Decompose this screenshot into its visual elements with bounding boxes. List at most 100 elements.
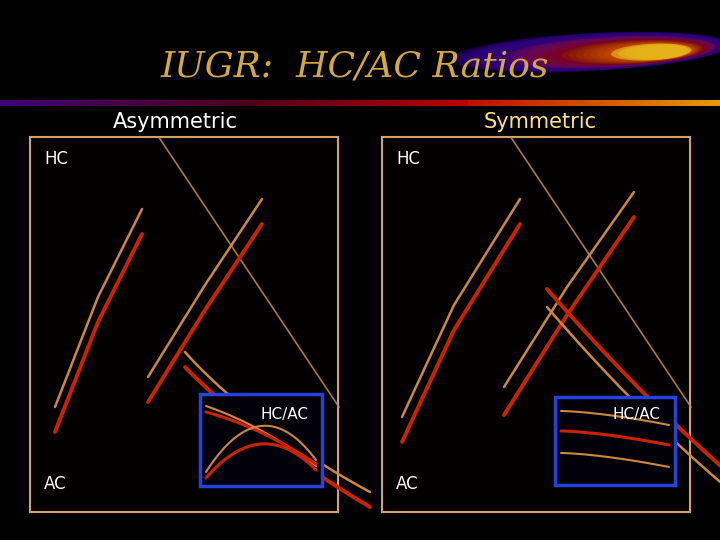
Bar xyxy=(430,100,432,106)
Bar xyxy=(132,100,134,106)
Bar xyxy=(382,137,690,512)
Bar xyxy=(568,100,570,106)
Bar xyxy=(648,100,650,106)
Text: HC: HC xyxy=(396,150,420,168)
Ellipse shape xyxy=(590,42,696,62)
Bar xyxy=(354,100,356,106)
Bar xyxy=(212,100,214,106)
Bar xyxy=(612,100,614,106)
Bar xyxy=(520,100,522,106)
Bar xyxy=(198,100,200,106)
Bar xyxy=(194,100,196,106)
Bar xyxy=(136,100,138,106)
Bar xyxy=(652,100,654,106)
Bar xyxy=(672,100,674,106)
Bar xyxy=(318,100,320,106)
Bar xyxy=(434,100,436,106)
Bar xyxy=(642,100,644,106)
Bar xyxy=(538,100,540,106)
Bar xyxy=(312,100,314,106)
Ellipse shape xyxy=(639,45,685,58)
Bar xyxy=(662,100,664,106)
Bar xyxy=(686,100,688,106)
Bar xyxy=(228,100,230,106)
Bar xyxy=(34,100,36,106)
Bar xyxy=(502,100,504,106)
Bar xyxy=(70,100,72,106)
Ellipse shape xyxy=(478,33,720,70)
Bar xyxy=(348,100,350,106)
Bar xyxy=(696,100,698,106)
Bar xyxy=(304,100,306,106)
Ellipse shape xyxy=(513,36,715,68)
Bar xyxy=(118,100,120,106)
Bar xyxy=(178,100,180,106)
Bar xyxy=(530,100,532,106)
Bar xyxy=(54,100,56,106)
Bar xyxy=(184,100,186,106)
Bar xyxy=(338,100,340,106)
Bar xyxy=(372,100,374,106)
Bar xyxy=(508,100,510,106)
Bar xyxy=(86,100,88,106)
Bar xyxy=(148,100,150,106)
Bar xyxy=(400,100,402,106)
Bar xyxy=(344,100,346,106)
Ellipse shape xyxy=(583,42,698,63)
Ellipse shape xyxy=(499,35,718,69)
Bar xyxy=(394,100,396,106)
Ellipse shape xyxy=(562,40,703,64)
Bar xyxy=(234,100,236,106)
Bar xyxy=(30,137,338,512)
Bar xyxy=(6,100,8,106)
Ellipse shape xyxy=(555,39,705,65)
Bar xyxy=(284,100,286,106)
Bar xyxy=(440,100,442,106)
Bar xyxy=(534,100,536,106)
Bar xyxy=(314,100,316,106)
Bar xyxy=(174,100,176,106)
Bar xyxy=(200,394,322,486)
Bar xyxy=(120,100,122,106)
Bar xyxy=(540,100,542,106)
Bar xyxy=(42,100,44,106)
Ellipse shape xyxy=(653,46,682,58)
Bar xyxy=(678,100,680,106)
Bar xyxy=(590,100,592,106)
Bar xyxy=(460,100,462,106)
Bar xyxy=(650,100,652,106)
Bar xyxy=(670,100,672,106)
Ellipse shape xyxy=(527,37,711,66)
Bar xyxy=(412,100,414,106)
Bar xyxy=(72,100,74,106)
Bar xyxy=(274,100,276,106)
Bar xyxy=(704,100,706,106)
Bar xyxy=(554,100,556,106)
Bar xyxy=(618,100,620,106)
Bar xyxy=(470,100,472,106)
Bar xyxy=(368,100,370,106)
Bar xyxy=(676,100,678,106)
Bar xyxy=(622,100,624,106)
Bar xyxy=(620,100,622,106)
Bar xyxy=(572,100,574,106)
Bar xyxy=(282,100,284,106)
Bar xyxy=(52,100,54,106)
Bar xyxy=(592,100,594,106)
Bar xyxy=(386,100,388,106)
Bar xyxy=(690,100,692,106)
Bar xyxy=(608,100,610,106)
Bar xyxy=(254,100,256,106)
Ellipse shape xyxy=(492,35,720,69)
Bar xyxy=(290,100,292,106)
Bar xyxy=(246,100,248,106)
Bar xyxy=(364,100,366,106)
Ellipse shape xyxy=(597,43,695,62)
Bar xyxy=(180,100,182,106)
Bar xyxy=(32,100,34,106)
Bar xyxy=(416,100,418,106)
Text: AC: AC xyxy=(396,475,418,493)
Bar xyxy=(450,100,452,106)
Bar xyxy=(308,100,310,106)
Bar xyxy=(600,100,602,106)
